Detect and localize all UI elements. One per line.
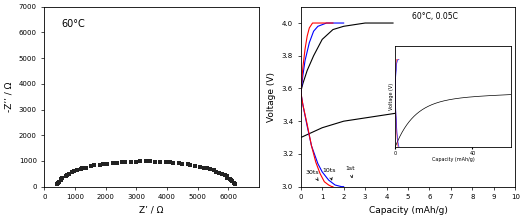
Point [223,176,231,179]
Point [136,159,144,163]
Point [223,175,231,178]
Point [226,177,235,180]
Point [78,166,86,170]
Point [169,161,178,164]
Point [95,163,104,167]
Point [178,162,187,165]
Point [73,169,81,172]
Point [183,162,192,166]
Point [55,180,63,183]
Point [57,178,65,182]
Text: 60°C, 0.05C: 60°C, 0.05C [412,12,458,21]
Text: 10ts: 10ts [322,168,335,180]
Point [53,181,62,185]
Y-axis label: Voltage (V): Voltage (V) [267,72,276,122]
Text: 30ts: 30ts [305,170,319,180]
Point [77,167,85,171]
Point [64,172,73,176]
Point [99,162,107,166]
Point [121,160,129,164]
Point [191,164,199,168]
Point [113,161,121,164]
Point [117,161,126,164]
Point [57,177,65,180]
Point [162,160,170,163]
X-axis label: Capacity (mAh/g): Capacity (mAh/g) [368,206,447,215]
Point [82,166,90,169]
Point [132,160,140,163]
Point [126,161,135,164]
Point [228,180,236,183]
Point [217,172,226,176]
Y-axis label: -Z’’ / Ω: -Z’’ / Ω [4,81,13,112]
Point [70,169,78,173]
Point [215,171,223,175]
Point [200,166,209,170]
Point [58,176,67,179]
Point [90,164,99,167]
Point [210,169,218,172]
Point [86,165,95,168]
Point [230,181,238,185]
Point [68,171,76,174]
Point [103,163,111,166]
Point [146,160,154,163]
Text: 1st: 1st [345,166,355,178]
Point [166,160,174,164]
Point [141,159,150,162]
Point [53,182,62,186]
Point [156,160,164,164]
Point [206,168,215,171]
Point [212,170,220,173]
Point [61,175,70,178]
Point [203,166,212,170]
Point [196,165,204,168]
X-axis label: Z’ / Ω: Z’ / Ω [139,206,164,215]
Text: 60°C: 60°C [61,19,85,29]
Point [109,161,117,165]
Point [151,160,159,163]
Point [227,178,235,181]
Point [221,173,230,177]
Point [63,174,71,177]
Point [186,163,194,167]
Point [175,161,183,165]
Point [231,182,239,186]
